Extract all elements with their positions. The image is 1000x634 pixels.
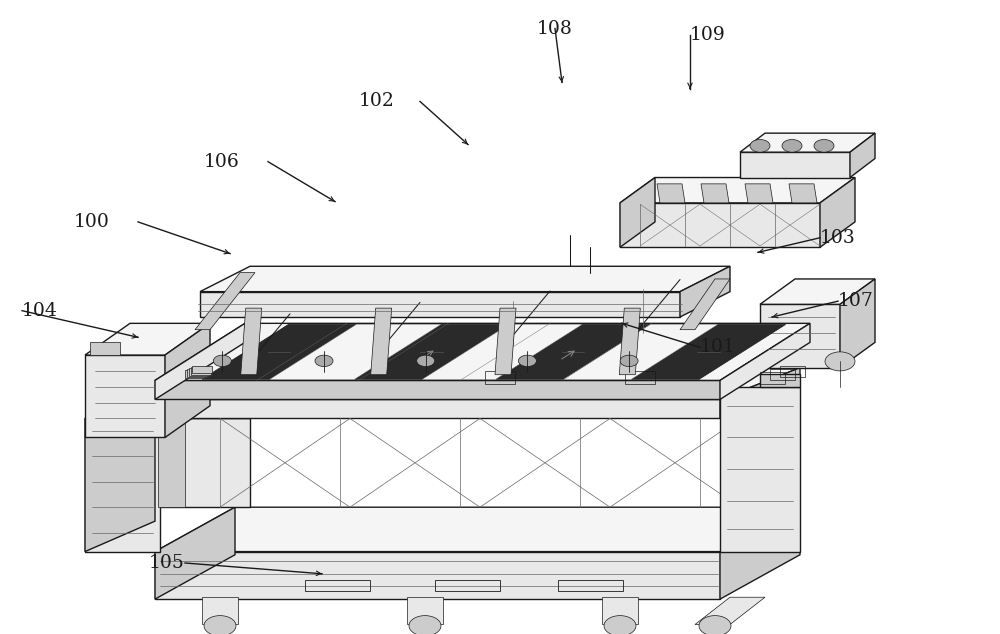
Circle shape [814,139,834,152]
Polygon shape [619,308,640,375]
Polygon shape [202,597,238,624]
Circle shape [825,352,855,371]
Polygon shape [602,597,638,624]
Polygon shape [620,203,820,247]
Circle shape [782,139,802,152]
Polygon shape [701,184,729,203]
Polygon shape [155,380,720,399]
Polygon shape [760,279,875,304]
Text: 109: 109 [690,26,726,44]
Polygon shape [195,273,255,330]
Text: 101: 101 [700,339,736,356]
Polygon shape [840,279,875,368]
Polygon shape [155,552,720,599]
Polygon shape [85,418,160,552]
Polygon shape [85,387,155,552]
Circle shape [604,616,636,634]
Polygon shape [155,399,720,418]
Polygon shape [355,325,509,379]
Circle shape [750,139,770,152]
Polygon shape [155,323,245,399]
Polygon shape [720,507,800,599]
Polygon shape [160,390,290,418]
Polygon shape [192,366,212,373]
Polygon shape [695,597,765,624]
Polygon shape [620,178,655,247]
Polygon shape [165,323,210,437]
Polygon shape [820,178,855,247]
Circle shape [620,355,638,366]
Polygon shape [850,133,875,178]
Text: 106: 106 [204,153,240,171]
Polygon shape [155,323,810,380]
Polygon shape [680,279,730,330]
Polygon shape [160,418,250,507]
Circle shape [204,616,236,634]
Polygon shape [155,368,800,399]
Polygon shape [745,184,773,203]
Text: 107: 107 [838,292,874,310]
Polygon shape [760,374,800,387]
Circle shape [315,355,333,366]
Polygon shape [187,369,207,377]
Polygon shape [720,323,810,399]
Polygon shape [789,184,817,203]
Polygon shape [191,367,211,375]
Text: 108: 108 [537,20,573,37]
Polygon shape [189,368,209,375]
Polygon shape [740,133,875,152]
Circle shape [699,616,731,634]
Polygon shape [631,325,786,379]
Polygon shape [85,355,165,437]
Polygon shape [202,325,356,379]
Circle shape [518,355,536,366]
Polygon shape [720,387,800,552]
Polygon shape [680,266,730,317]
Polygon shape [158,418,185,507]
Polygon shape [720,368,800,418]
Polygon shape [495,308,516,375]
Circle shape [213,355,231,366]
Text: 103: 103 [820,229,856,247]
Polygon shape [200,292,680,317]
Polygon shape [371,308,392,375]
Circle shape [409,616,441,634]
Polygon shape [760,304,840,368]
Polygon shape [85,323,210,355]
Polygon shape [200,266,730,292]
Text: 102: 102 [359,93,395,110]
Polygon shape [496,325,650,379]
Polygon shape [185,370,205,378]
Polygon shape [657,184,685,203]
Polygon shape [407,597,443,624]
Polygon shape [90,342,120,355]
Polygon shape [620,178,855,203]
Polygon shape [422,325,582,379]
Polygon shape [241,308,262,375]
Text: 100: 100 [74,213,110,231]
Polygon shape [155,507,235,599]
Polygon shape [740,152,850,178]
Text: 104: 104 [22,302,58,320]
Text: 105: 105 [149,554,185,572]
Polygon shape [155,507,800,552]
Polygon shape [564,325,718,379]
Polygon shape [270,325,441,379]
Circle shape [417,355,435,366]
